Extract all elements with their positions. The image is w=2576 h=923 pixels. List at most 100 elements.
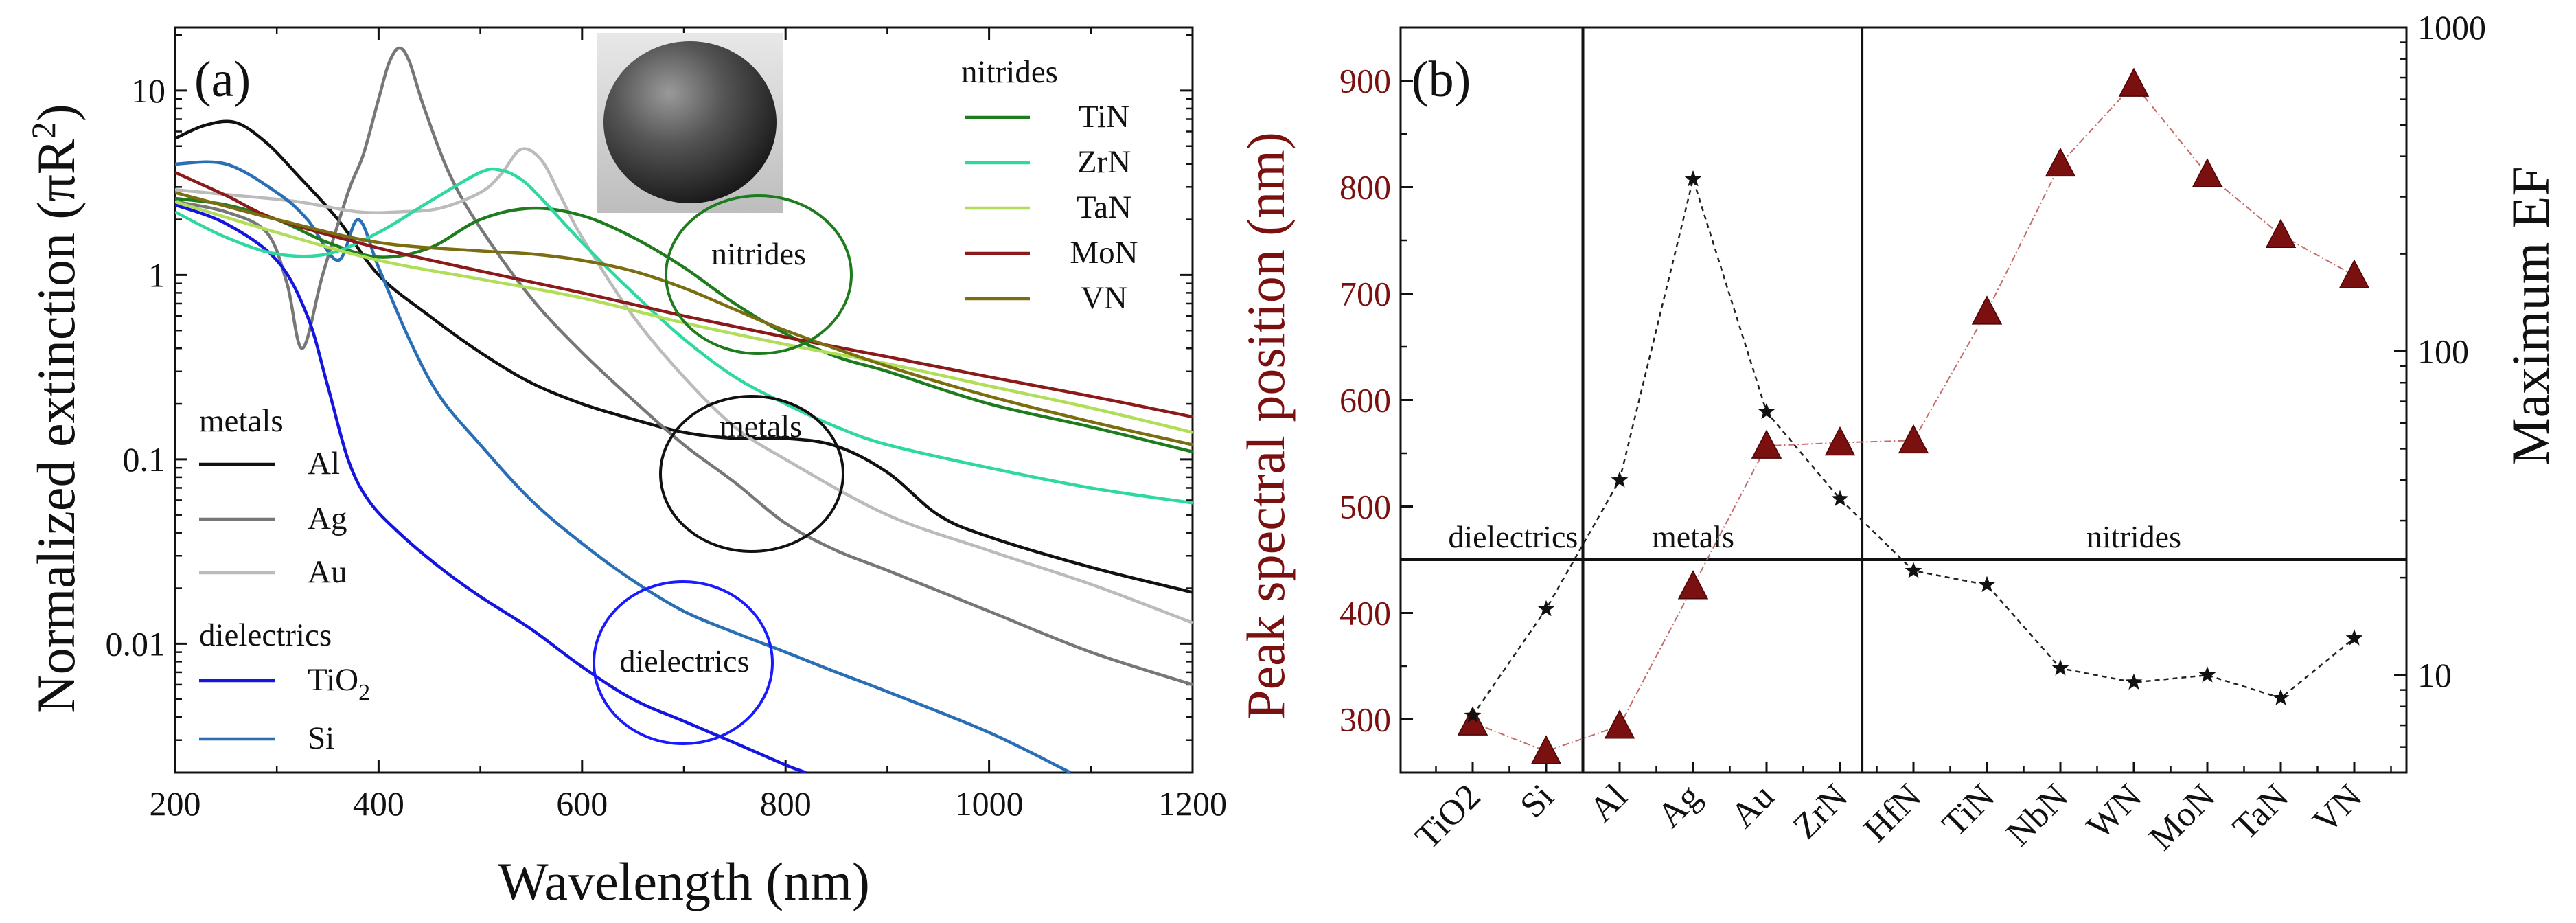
legend-label-al: Al <box>308 446 340 481</box>
y-left-tick-label: 600 <box>1339 381 1391 420</box>
y-axis-label-a-r: R <box>26 139 86 174</box>
category-label-si: Si <box>1513 777 1562 825</box>
point-maximum-ef-hfn <box>1905 562 1922 578</box>
point-peak-spectral-position-hfn <box>1898 424 1929 454</box>
legend-header-dielectrics: dielectrics <box>199 617 332 653</box>
point-maximum-ef-ag <box>1684 170 1702 187</box>
panel-b-frame <box>1399 26 2408 774</box>
x-tick-label: 1000 <box>955 784 1024 823</box>
y-axis-label-a-pi: π <box>26 174 86 201</box>
point-maximum-ef-al <box>1611 471 1629 488</box>
point-peak-spectral-position-ag <box>1677 570 1709 600</box>
point-maximum-ef-wn <box>2125 673 2143 690</box>
point-peak-spectral-position-tio2 <box>1457 706 1488 736</box>
y-axis-label-a: Normalized extinction (πR2) <box>24 104 86 713</box>
category-label-wn: WN <box>2080 777 2150 847</box>
legend-label-zrn: ZrN <box>1077 144 1131 180</box>
legend-header-nitrides: nitrides <box>961 54 1058 90</box>
panel-a-ticks: 200 400 600 800 1000 1200 10 1 0.1 0.01 <box>106 27 1227 823</box>
panel-label-a: (a) <box>194 52 251 108</box>
y-left-tick-label: 900 <box>1339 62 1391 100</box>
category-label-zrn: ZrN <box>1786 777 1856 847</box>
point-peak-spectral-position-wn <box>2118 67 2150 97</box>
sphere-inset-image <box>597 33 783 213</box>
point-peak-spectral-position-nbn <box>2045 147 2076 177</box>
y-axis-label-a-close: ) <box>26 104 86 122</box>
legend-label-vn: VN <box>1081 280 1127 316</box>
point-peak-spectral-position-vn <box>2338 259 2370 288</box>
y-left-tick-label: 400 <box>1339 594 1391 633</box>
category-label-tan: TaN <box>2225 777 2296 847</box>
legend-label-mon: MoN <box>1070 235 1138 271</box>
legend-label-si: Si <box>308 720 334 756</box>
legend-label-tan: TaN <box>1077 190 1131 225</box>
legend-label-tio2: TiO2 <box>308 662 370 705</box>
y-left-tick-label: 300 <box>1339 700 1391 739</box>
y-tick-label: 10 <box>131 71 165 110</box>
x-axis-label-a: Wavelength (nm) <box>498 852 870 911</box>
point-maximum-ef-tin <box>1978 576 1996 593</box>
category-label-nbn: NbN <box>1999 777 2076 854</box>
point-peak-spectral-position-mon <box>2192 158 2223 187</box>
series-line-tin <box>175 196 1193 453</box>
annotation-dielectrics: dielectrics <box>619 643 749 679</box>
annotation-ellipse-nitrides <box>665 194 853 355</box>
series-line-peak-spectral-position <box>1472 82 2355 753</box>
category-label-mon: MoN <box>2142 777 2223 858</box>
series-line-al <box>175 119 1193 594</box>
y-tick-label: 1 <box>148 255 165 294</box>
point-peak-spectral-position-tan <box>2265 218 2297 248</box>
y-left-tick-label: 500 <box>1339 488 1391 526</box>
category-label-vn: VN <box>2305 777 2369 841</box>
panel-b-regions: dielectrics metals nitrides <box>1401 27 2406 773</box>
annotation-metals: metals <box>720 409 802 444</box>
y-axis-label-b-left: Peak spectral position (nm) <box>1236 132 1296 720</box>
category-label-hfn: HfN <box>1856 777 1929 850</box>
series-line-au <box>175 147 1193 624</box>
y-left-tick-label: 800 <box>1339 168 1391 207</box>
y-tick-label: 0.1 <box>123 440 166 479</box>
category-label-au: Au <box>1723 777 1782 835</box>
y-axis-label-a-main: Normalized extinction ( <box>26 202 86 714</box>
legend-nitrides: TiN ZrN TaN MoN VN <box>965 99 1138 316</box>
annotation-ellipse-metals <box>659 395 844 553</box>
y-right-tick-label: 10 <box>2417 656 2452 694</box>
region-label-dielectrics: dielectrics <box>1448 519 1578 554</box>
point-maximum-ef-au <box>1758 402 1775 420</box>
legend-label-ag: Ag <box>308 501 347 536</box>
legend-subscript: 2 <box>358 680 370 705</box>
y-left-tick-label: 700 <box>1339 275 1391 313</box>
category-label-tin: TiN <box>1935 777 2002 844</box>
series-line-vn <box>175 191 1193 446</box>
point-peak-spectral-position-au <box>1751 429 1782 459</box>
point-maximum-ef-tan <box>2272 689 2290 705</box>
point-maximum-ef-mon <box>2198 666 2216 683</box>
point-peak-spectral-position-zrn <box>1824 426 1856 456</box>
legend-header-metals: metals <box>199 403 284 439</box>
panel-b: 300 400 500 600 700 800 900 10 100 1000 TiO2 Si Al Ag… <box>1236 8 2560 858</box>
panel-b-series <box>1457 67 2370 764</box>
y-axis-label-b-right: Maximum EF <box>2500 166 2560 466</box>
annotation-ellipse-dielectrics <box>593 580 774 745</box>
y-right-tick-label: 1000 <box>2417 8 2486 47</box>
point-peak-spectral-position-al <box>1604 709 1635 739</box>
x-tick-label: 200 <box>150 784 201 823</box>
category-label-tio2: TiO2 <box>1408 777 1488 857</box>
panel-a-series <box>175 46 1193 773</box>
x-tick-label: 1200 <box>1158 784 1227 823</box>
point-maximum-ef-zrn <box>1831 490 1849 506</box>
legend-metals-dielectrics: Al Ag Au TiO2 Si <box>199 446 370 756</box>
region-label-nitrides: nitrides <box>2086 519 2181 554</box>
series-line-tio2 <box>175 203 807 773</box>
series-line-zrn <box>175 167 1193 505</box>
region-label-metals: metals <box>1652 519 1734 554</box>
category-label-al: Al <box>1582 777 1635 830</box>
y-tick-label: 0.01 <box>106 624 166 663</box>
point-maximum-ef-si <box>1537 600 1555 617</box>
point-peak-spectral-position-si <box>1530 735 1562 764</box>
y-right-tick-label: 100 <box>2417 332 2469 371</box>
x-tick-label: 600 <box>556 784 608 823</box>
legend-label-tin: TiN <box>1079 99 1129 135</box>
